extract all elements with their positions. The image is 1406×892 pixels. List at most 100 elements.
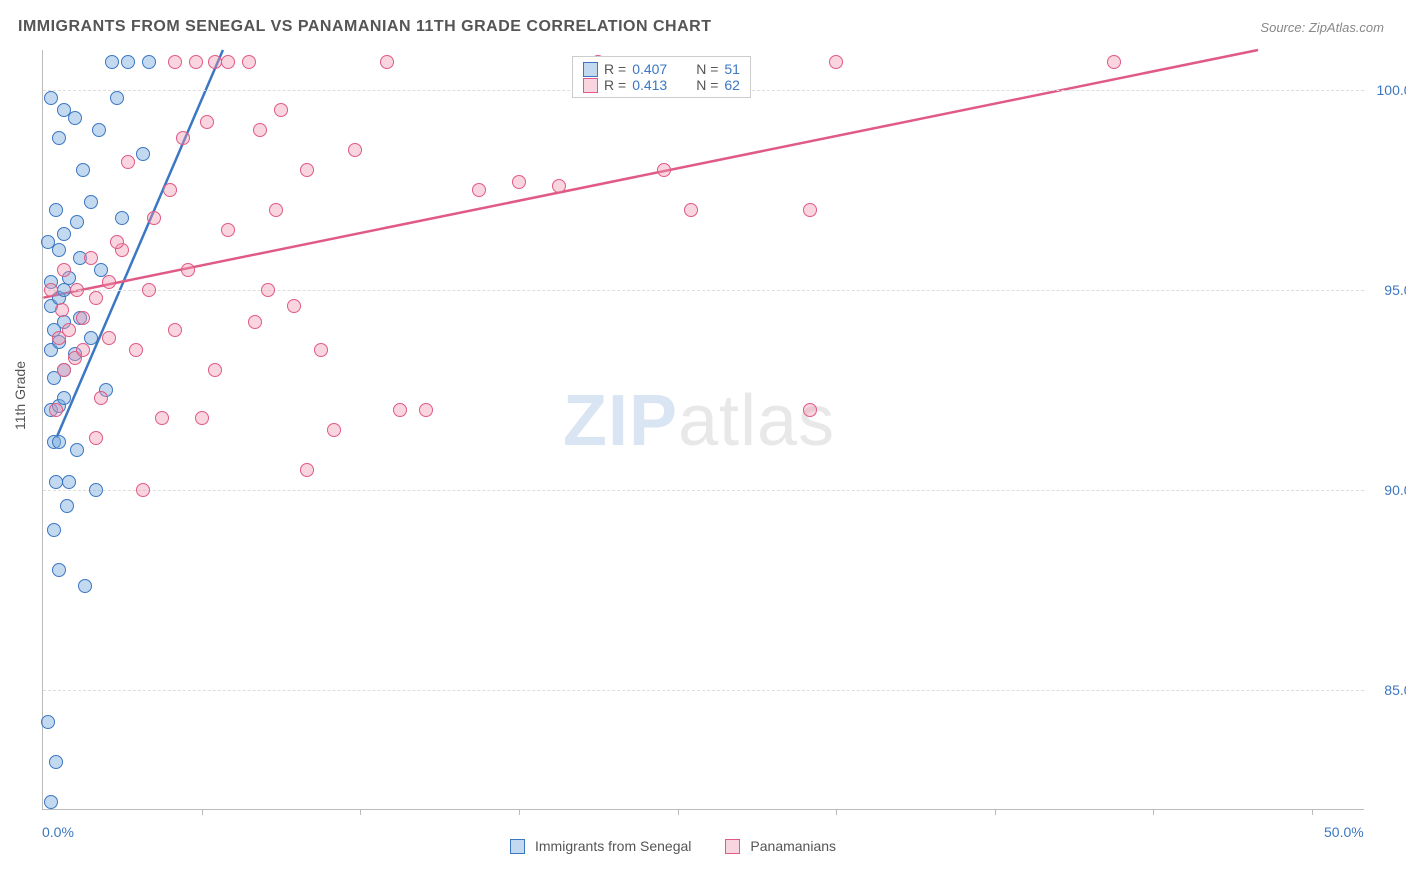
data-point-senegal: [44, 795, 58, 809]
data-point-panamanians: [221, 223, 235, 237]
data-point-panamanians: [242, 55, 256, 69]
data-point-senegal: [78, 579, 92, 593]
data-point-panamanians: [287, 299, 301, 313]
source-name: ZipAtlas.com: [1309, 20, 1384, 35]
chart-title: IMMIGRANTS FROM SENEGAL VS PANAMANIAN 11…: [18, 18, 711, 36]
data-point-panamanians: [348, 143, 362, 157]
data-point-senegal: [84, 195, 98, 209]
y-axis-label: 11th Grade: [12, 361, 28, 430]
data-point-panamanians: [89, 291, 103, 305]
data-point-panamanians: [168, 55, 182, 69]
data-point-senegal: [41, 715, 55, 729]
y-tick-label: 100.0%: [1377, 82, 1406, 98]
x-tick: [202, 809, 203, 815]
data-point-panamanians: [300, 463, 314, 477]
data-point-senegal: [115, 211, 129, 225]
source-label: Source: ZipAtlas.com: [1260, 20, 1384, 35]
legend-swatch-panamanians: [583, 78, 598, 93]
y-tick-label: 85.0%: [1384, 682, 1406, 698]
correlation-row-senegal: R =0.407N =51: [583, 61, 740, 77]
data-point-panamanians: [110, 235, 124, 249]
data-point-panamanians: [195, 411, 209, 425]
data-point-senegal: [44, 91, 58, 105]
data-point-senegal: [105, 55, 119, 69]
data-point-senegal: [47, 523, 61, 537]
x-tick: [360, 809, 361, 815]
data-point-senegal: [49, 755, 63, 769]
x-tick: [519, 809, 520, 815]
gridline-h: [43, 290, 1364, 291]
data-point-senegal: [142, 55, 156, 69]
data-point-senegal: [121, 55, 135, 69]
series-legend: Immigrants from SenegalPanamanians: [510, 838, 860, 854]
data-point-senegal: [76, 163, 90, 177]
data-point-senegal: [49, 203, 63, 217]
data-point-panamanians: [181, 263, 195, 277]
data-point-panamanians: [84, 251, 98, 265]
data-point-panamanians: [176, 131, 190, 145]
data-point-senegal: [60, 499, 74, 513]
data-point-panamanians: [253, 123, 267, 137]
x-tick: [1153, 809, 1154, 815]
y-tick-label: 90.0%: [1384, 482, 1406, 498]
data-point-panamanians: [147, 211, 161, 225]
n-value-panamanians: 62: [724, 77, 740, 93]
data-point-panamanians: [248, 315, 262, 329]
data-point-panamanians: [803, 203, 817, 217]
data-point-panamanians: [472, 183, 486, 197]
series-swatch-senegal: [510, 839, 525, 854]
data-point-senegal: [49, 475, 63, 489]
regression-line-senegal: [57, 50, 223, 437]
data-point-senegal: [41, 235, 55, 249]
scatter-plot-area: ZIPatlas 85.0%90.0%95.0%100.0%: [42, 50, 1364, 810]
data-point-panamanians: [1107, 55, 1121, 69]
data-point-panamanians: [269, 203, 283, 217]
data-point-panamanians: [829, 55, 843, 69]
data-point-senegal: [52, 435, 66, 449]
data-point-panamanians: [200, 115, 214, 129]
data-point-panamanians: [327, 423, 341, 437]
correlation-legend: R =0.407N =51R =0.413N =62: [572, 56, 751, 98]
data-point-senegal: [89, 483, 103, 497]
data-point-panamanians: [393, 403, 407, 417]
r-label: R =: [604, 77, 626, 93]
data-point-panamanians: [55, 303, 69, 317]
data-point-senegal: [136, 147, 150, 161]
data-point-panamanians: [274, 103, 288, 117]
data-point-senegal: [57, 103, 71, 117]
y-tick-label: 95.0%: [1384, 282, 1406, 298]
data-point-panamanians: [44, 283, 58, 297]
regression-lines: [43, 50, 1364, 809]
data-point-panamanians: [136, 483, 150, 497]
data-point-panamanians: [62, 323, 76, 337]
source-prefix: Source:: [1260, 20, 1305, 35]
series-label-panamanians: Panamanians: [750, 838, 836, 854]
gridline-h: [43, 490, 1364, 491]
x-tick: [678, 809, 679, 815]
n-label: N =: [696, 61, 718, 77]
x-tick: [995, 809, 996, 815]
n-value-senegal: 51: [724, 61, 740, 77]
gridline-h: [43, 690, 1364, 691]
data-point-panamanians: [380, 55, 394, 69]
data-point-panamanians: [163, 183, 177, 197]
data-point-senegal: [70, 443, 84, 457]
data-point-senegal: [52, 563, 66, 577]
data-point-panamanians: [121, 155, 135, 169]
data-point-panamanians: [76, 343, 90, 357]
data-point-panamanians: [89, 431, 103, 445]
data-point-panamanians: [70, 283, 84, 297]
x-tick: [1312, 809, 1313, 815]
data-point-panamanians: [803, 403, 817, 417]
data-point-panamanians: [94, 391, 108, 405]
data-point-panamanians: [102, 331, 116, 345]
data-point-panamanians: [168, 323, 182, 337]
data-point-panamanians: [419, 403, 433, 417]
data-point-panamanians: [57, 263, 71, 277]
x-tick-label: 0.0%: [42, 824, 74, 840]
x-tick-label: 50.0%: [1324, 824, 1364, 840]
data-point-senegal: [92, 123, 106, 137]
data-point-panamanians: [49, 403, 63, 417]
series-swatch-panamanians: [725, 839, 740, 854]
data-point-panamanians: [76, 311, 90, 325]
